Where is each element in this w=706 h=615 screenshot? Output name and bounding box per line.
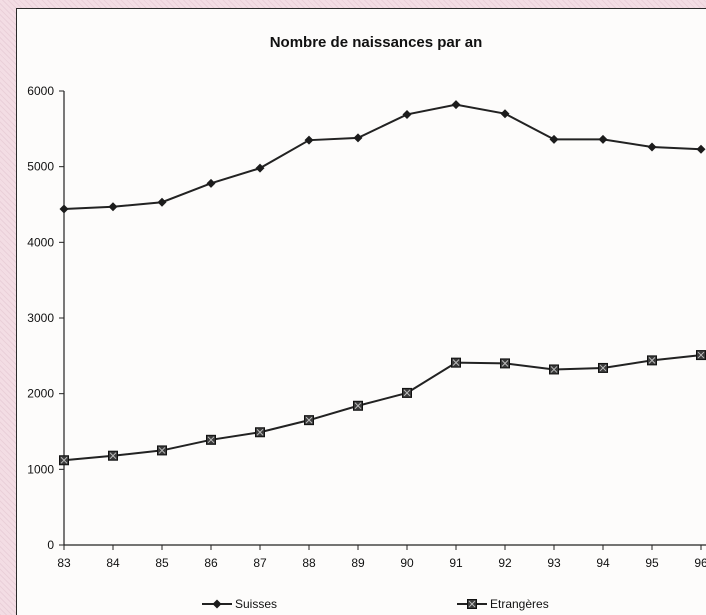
data-point-etrangeres-cross	[501, 360, 509, 367]
x-tick-label: 83	[57, 556, 71, 570]
data-point-etrangeres	[451, 357, 461, 368]
data-point-suisses	[353, 133, 363, 143]
series-line-suisses	[63, 103, 702, 211]
data-point-suisses	[108, 202, 118, 212]
data-point-suisses	[451, 100, 461, 110]
x-tick-label: 90	[400, 556, 414, 570]
data-point-suisses	[402, 109, 412, 119]
legend-item-suisses: Suisses	[202, 597, 277, 611]
data-point-etrangeres-cross	[256, 428, 264, 436]
data-point-etrangeres-cross	[305, 416, 313, 424]
legend-marker-suisses	[212, 599, 222, 609]
y-tick-label: 1000	[27, 462, 54, 476]
data-point-etrangeres	[157, 445, 167, 456]
data-point-etrangeres-cross	[403, 389, 411, 397]
x-tick-label: 93	[547, 556, 561, 570]
y-tick-label: 4000	[27, 235, 54, 249]
chart-paper: Nombre de naissances par an 0 1000 2000 300…	[16, 8, 706, 615]
legend-label-etrangeres: Etrangères	[490, 597, 549, 611]
axes: 0 1000 2000 3000 4000 5000 6000 83 84 85 86 87 88 89 9…	[27, 84, 706, 570]
x-tick-label: 87	[253, 556, 267, 570]
data-point-etrangeres	[598, 362, 608, 373]
data-point-etrangeres-cross	[697, 351, 705, 359]
data-point-suisses	[500, 109, 510, 119]
legend-marker-etrangeres	[467, 599, 477, 609]
x-tick-label: 85	[155, 556, 169, 570]
legend-label-suisses: Suisses	[235, 597, 277, 611]
x-tick-label: 88	[302, 556, 316, 570]
data-point-suisses	[647, 142, 657, 152]
data-point-suisses	[206, 178, 216, 188]
chart-title: Nombre de naissances par an	[270, 34, 483, 51]
data-point-suisses	[304, 135, 314, 145]
y-tick-label: 3000	[27, 311, 54, 325]
series-layer	[59, 100, 706, 466]
data-point-suisses	[696, 144, 706, 154]
data-point-etrangeres	[696, 350, 706, 361]
y-tick-label: 6000	[27, 84, 54, 98]
data-point-etrangeres	[353, 400, 363, 411]
x-tick-label: 95	[645, 556, 659, 570]
data-point-suisses	[59, 204, 69, 214]
data-point-etrangeres	[59, 455, 69, 466]
legend: Suisses Etrangères	[202, 597, 549, 611]
data-point-etrangeres	[402, 387, 412, 398]
x-tick-label: 89	[351, 556, 365, 570]
data-point-etrangeres-cross	[109, 452, 117, 460]
data-point-etrangeres	[549, 364, 559, 375]
data-point-suisses	[157, 197, 167, 207]
y-tick-label: 0	[47, 538, 54, 552]
data-point-suisses	[255, 163, 265, 173]
data-point-etrangeres	[500, 358, 510, 369]
y-tick-label: 5000	[27, 160, 54, 174]
data-point-etrangeres-cross	[550, 366, 558, 373]
series-line-etrangeres	[63, 354, 702, 462]
data-point-etrangeres	[304, 415, 314, 426]
data-point-suisses	[598, 134, 608, 144]
data-point-etrangeres-cross	[60, 456, 68, 464]
data-point-etrangeres-cross	[207, 436, 215, 444]
line-chart: Nombre de naissances par an 0 1000 2000 300…	[27, 34, 706, 611]
data-point-etrangeres-cross	[158, 447, 166, 454]
data-point-etrangeres-cross	[599, 364, 607, 372]
legend-marker-etrangeres-cross	[468, 600, 476, 608]
data-point-etrangeres-cross	[648, 357, 656, 364]
x-tick-label: 86	[204, 556, 218, 570]
data-point-etrangeres	[647, 355, 657, 366]
data-point-etrangeres	[206, 434, 216, 445]
x-tick-label: 96	[694, 556, 706, 570]
legend-item-etrangeres: Etrangères	[457, 597, 549, 611]
x-tick-label: 92	[498, 556, 512, 570]
x-tick-label: 84	[106, 556, 120, 570]
series-etrangeres	[59, 350, 706, 466]
data-point-etrangeres-cross	[354, 402, 362, 410]
data-point-etrangeres-cross	[452, 359, 460, 366]
data-point-suisses	[549, 134, 559, 144]
data-point-etrangeres	[108, 450, 118, 461]
data-point-etrangeres	[255, 427, 265, 438]
series-suisses	[59, 100, 706, 214]
y-tick-label: 2000	[27, 387, 54, 401]
x-tick-label: 91	[449, 556, 463, 570]
x-tick-label: 94	[596, 556, 610, 570]
